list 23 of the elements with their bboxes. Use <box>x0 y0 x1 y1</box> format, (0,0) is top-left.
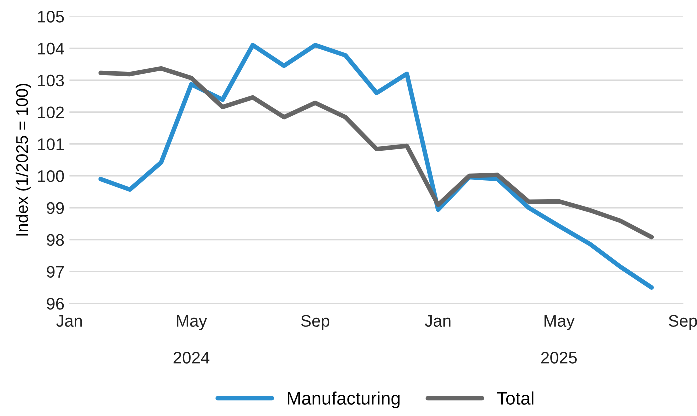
x-tick-label: Jan <box>425 315 451 328</box>
y-tick-label: 105 <box>38 11 64 23</box>
x-tick-label: May <box>177 315 208 330</box>
legend-label: Total <box>497 392 534 405</box>
y-axis-title: Index (1/2025 = 100) <box>16 84 32 236</box>
x-tick-label: Sep <box>668 315 697 330</box>
legend-label: Manufacturing <box>288 392 400 409</box>
line-series <box>98 43 654 290</box>
y-tick-label: 104 <box>38 42 64 55</box>
x-tick-label: Jan <box>56 315 82 328</box>
y-tick-label: 102 <box>38 106 64 119</box>
x-tick-label: Sep <box>301 315 330 330</box>
y-tick-label: 103 <box>38 74 64 87</box>
y-tick-label: 97 <box>47 266 64 278</box>
x-tick-label: May <box>544 315 575 330</box>
y-tick-label: 99 <box>47 202 64 214</box>
y-tick-label: 101 <box>38 138 64 150</box>
y-tick-label: 100 <box>38 170 64 182</box>
x2-tick-label: 2025 <box>541 352 578 364</box>
y-tick-label: 98 <box>47 234 64 246</box>
line-series <box>98 66 654 240</box>
y-tick-label: 96 <box>47 298 64 310</box>
x2-tick-label: 2024 <box>174 352 210 364</box>
